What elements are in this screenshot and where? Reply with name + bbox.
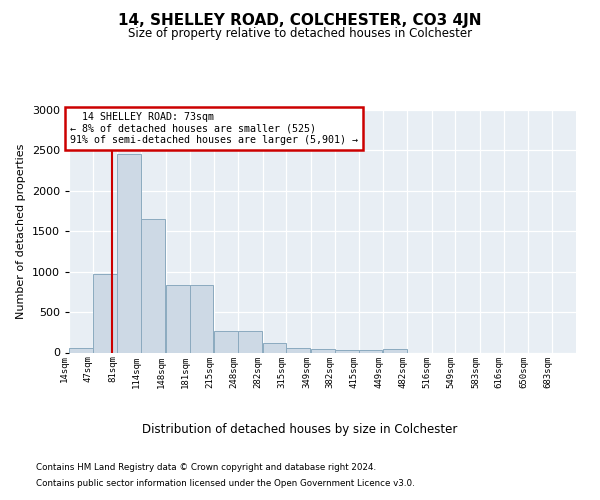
- Text: Size of property relative to detached houses in Colchester: Size of property relative to detached ho…: [128, 28, 472, 40]
- Bar: [263, 343, 286, 352]
- Bar: [311, 350, 335, 352]
- Bar: [166, 286, 190, 352]
- Y-axis label: Number of detached properties: Number of detached properties: [16, 144, 26, 319]
- Text: 14, SHELLEY ROAD, COLCHESTER, CO3 4JN: 14, SHELLEY ROAD, COLCHESTER, CO3 4JN: [118, 12, 482, 28]
- Text: Contains public sector information licensed under the Open Government Licence v3: Contains public sector information licen…: [36, 479, 415, 488]
- Bar: [214, 330, 238, 352]
- Bar: [383, 350, 407, 352]
- Bar: [141, 219, 165, 352]
- Bar: [359, 350, 382, 352]
- Bar: [93, 274, 116, 352]
- Text: Distribution of detached houses by size in Colchester: Distribution of detached houses by size …: [142, 422, 458, 436]
- Text: 14 SHELLEY ROAD: 73sqm
← 8% of detached houses are smaller (525)
91% of semi-det: 14 SHELLEY ROAD: 73sqm ← 8% of detached …: [70, 112, 358, 145]
- Bar: [69, 348, 93, 352]
- Bar: [238, 330, 262, 352]
- Text: Contains HM Land Registry data © Crown copyright and database right 2024.: Contains HM Land Registry data © Crown c…: [36, 462, 376, 471]
- Bar: [286, 348, 310, 352]
- Bar: [335, 350, 359, 352]
- Bar: [190, 286, 214, 352]
- Bar: [118, 154, 141, 352]
